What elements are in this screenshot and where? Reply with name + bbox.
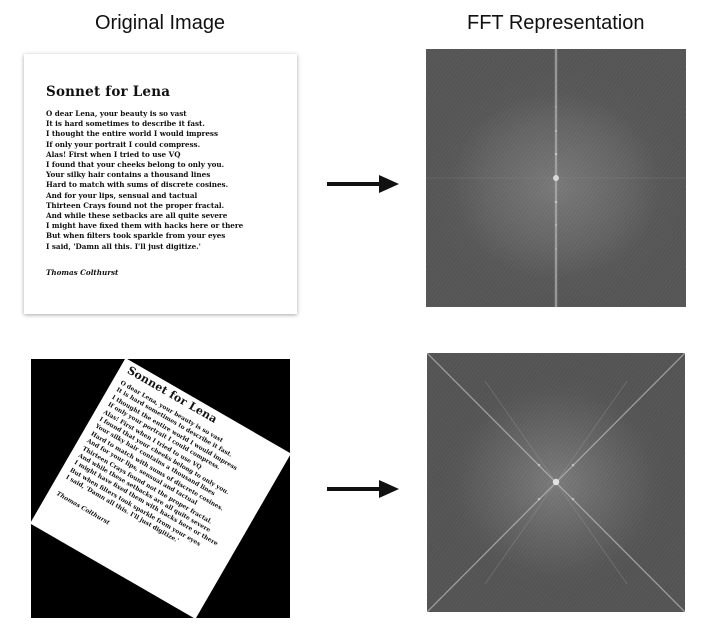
poem-line: I thought the entire world I would impre… bbox=[46, 129, 219, 139]
poem-line: I found that your cheeks belong to only … bbox=[46, 160, 225, 170]
original-image-upright: Sonnet for Lena O dear Lena, your beauty… bbox=[24, 54, 297, 314]
fft-spectrum-upright bbox=[426, 49, 686, 307]
fft-spectrum-rotated bbox=[427, 353, 685, 612]
poem-line: I might have fixed them with hacks here … bbox=[46, 221, 244, 231]
poem-line: And for your lips, sensual and tactual bbox=[46, 190, 198, 200]
poem-lines: O dear Lena, your beauty is so vast It i… bbox=[64, 379, 287, 576]
fft-image-rotated bbox=[427, 353, 685, 612]
original-image-rotated: Sonnet for Lena O dear Lena, your beauty… bbox=[31, 359, 290, 618]
poem-author: Thomas Colthurst bbox=[46, 267, 119, 277]
poem-line: Alas! First when I tried to use VQ bbox=[46, 149, 181, 159]
poem-line: Hard to match with sums of discrete cosi… bbox=[46, 180, 229, 190]
poem-line: If only your portrait I could compress. bbox=[46, 139, 201, 149]
poem-line: O dear Lena, your beauty is so vast bbox=[46, 109, 187, 118]
poem-line: I said, 'Damn all this. I'll just digiti… bbox=[46, 241, 201, 251]
poem-line: Your silky hair contains a thousand line… bbox=[46, 170, 211, 180]
poem-title: Sonnet for Lena bbox=[46, 84, 171, 100]
poem-lines: O dear Lena, your beauty is so vast It i… bbox=[46, 109, 296, 252]
fft-image-upright bbox=[426, 49, 686, 307]
poem-line: Thirteen Crays found not the proper frac… bbox=[46, 200, 225, 210]
poem-block-rotated: Sonnet for Lena O dear Lena, your beauty… bbox=[55, 364, 290, 591]
fft-representation-heading: FFT Representation bbox=[467, 12, 645, 34]
poem-line: It is hard sometimes to describe it fast… bbox=[46, 119, 205, 129]
poem-line: And while these setbacks are all quite s… bbox=[46, 211, 228, 221]
original-image-heading: Original Image bbox=[95, 12, 226, 34]
right-arrow-icon bbox=[327, 175, 399, 193]
rotated-page: Sonnet for Lena O dear Lena, your beauty… bbox=[31, 359, 290, 618]
poem-block: Sonnet for Lena O dear Lena, your beauty… bbox=[46, 84, 296, 277]
right-arrow-icon bbox=[327, 480, 399, 498]
poem-line: But when filters took sparkle from your … bbox=[46, 231, 226, 241]
